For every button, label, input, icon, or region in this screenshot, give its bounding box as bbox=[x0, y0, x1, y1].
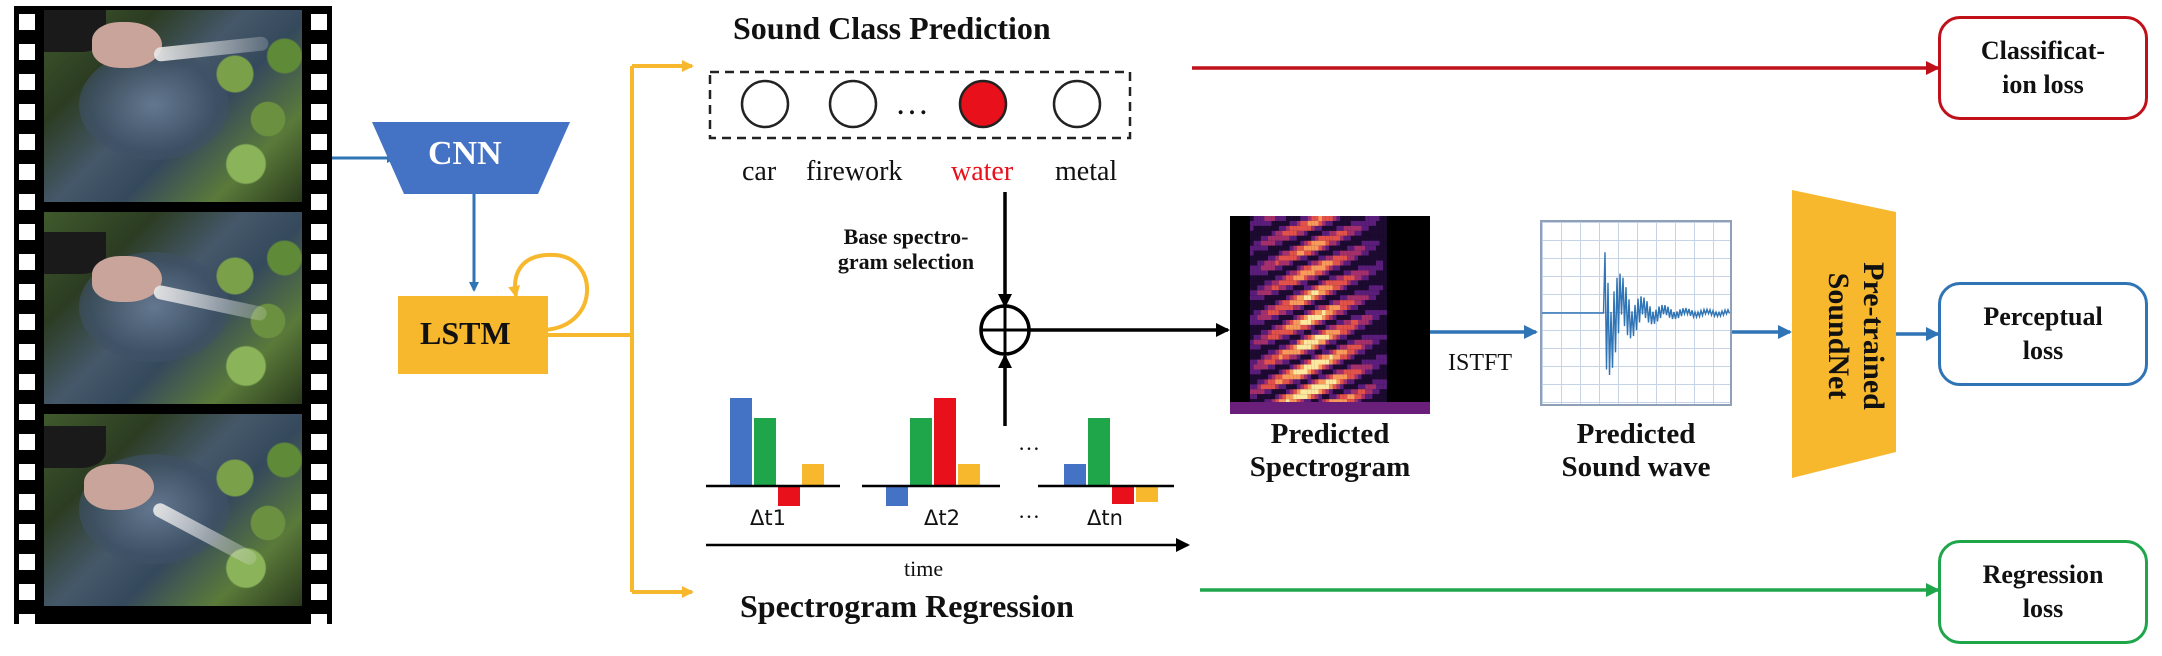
film-perforation bbox=[311, 374, 327, 390]
delta-bar-g3-4 bbox=[1136, 486, 1158, 502]
istft-label: ISTFT bbox=[1448, 350, 1513, 376]
spectrogram-regression-title: Spectrogram Regression bbox=[740, 588, 1074, 624]
film-perforation bbox=[311, 284, 327, 300]
lstm-recurrent-loop bbox=[508, 252, 589, 332]
perceptual-loss-box: Perceptual loss bbox=[1938, 282, 2148, 386]
delta-bar-g1-3 bbox=[778, 486, 800, 506]
film-perforation bbox=[311, 14, 327, 30]
film-perforation bbox=[19, 14, 35, 30]
film-perforation bbox=[19, 224, 35, 240]
bars-ellipsis-bottom: … bbox=[1018, 498, 1040, 523]
cnn-block bbox=[372, 122, 570, 194]
delta-bar-g3-2 bbox=[1088, 418, 1110, 486]
film-perforation bbox=[19, 464, 35, 480]
soundnet-label: Pre-trained SoundNet bbox=[1822, 262, 1891, 410]
film-perforation bbox=[311, 254, 327, 270]
film-perforation bbox=[19, 164, 35, 180]
predicted-spectrogram-label: Predicted Spectrogram bbox=[1249, 418, 1411, 484]
class-dot-car bbox=[740, 79, 790, 129]
video-frame-2 bbox=[44, 212, 302, 404]
regression-loss-box: Regression loss bbox=[1938, 540, 2148, 644]
predicted-sound-wave-label: Predicted Sound wave bbox=[1561, 418, 1711, 484]
film-perforation bbox=[311, 314, 327, 330]
delta-bar-g1-4 bbox=[802, 464, 824, 486]
film-perforation bbox=[19, 614, 35, 630]
film-perforation bbox=[311, 524, 327, 540]
film-perforation bbox=[311, 74, 327, 90]
video-frame-3 bbox=[44, 414, 302, 606]
film-perforation bbox=[19, 434, 35, 450]
delta-bar-g1-2 bbox=[754, 418, 776, 486]
delta-bar-g2-2 bbox=[910, 418, 932, 486]
film-perforation bbox=[19, 374, 35, 390]
delta-label-t1: Δt1 bbox=[750, 506, 786, 530]
delta-bar-g2-1 bbox=[886, 486, 908, 506]
class-label-car: car bbox=[742, 156, 777, 187]
film-perforation bbox=[311, 434, 327, 450]
film-perforation bbox=[19, 194, 35, 210]
delta-bar-g2-3 bbox=[934, 398, 956, 486]
soundnet-block bbox=[1792, 190, 1896, 478]
class-dot-metal bbox=[1052, 79, 1102, 129]
delta-label-tn: Δtn bbox=[1087, 506, 1123, 530]
class-dots-ellipsis: … bbox=[895, 85, 929, 122]
bars-ellipsis-top: … bbox=[1018, 430, 1040, 455]
class-label-metal: metal bbox=[1055, 156, 1118, 187]
class-dot-firework bbox=[828, 79, 878, 129]
cnn-label: CNN bbox=[428, 135, 502, 172]
film-perforation bbox=[19, 134, 35, 150]
film-perforation bbox=[19, 524, 35, 540]
film-perforation bbox=[311, 404, 327, 420]
film-perforation bbox=[311, 554, 327, 570]
delta-bar-g3-3 bbox=[1112, 486, 1134, 504]
class-prediction-box bbox=[708, 70, 1132, 140]
predicted-sound-wave-image bbox=[1540, 220, 1732, 406]
lstm-label: LSTM bbox=[420, 315, 511, 351]
film-perforation bbox=[311, 134, 327, 150]
film-perforation bbox=[311, 224, 327, 240]
film-perforation bbox=[19, 104, 35, 120]
delta-bar-g1-1 bbox=[730, 398, 752, 486]
film-perforation bbox=[311, 164, 327, 180]
lstm-block bbox=[398, 296, 548, 374]
film-perforation bbox=[19, 74, 35, 90]
film-perforation bbox=[311, 464, 327, 480]
film-perforation bbox=[19, 344, 35, 360]
delta-bar-groups bbox=[730, 398, 1158, 506]
film-perforation bbox=[19, 254, 35, 270]
film-perforation bbox=[311, 494, 327, 510]
film-perforation bbox=[311, 344, 327, 360]
film-perforation bbox=[19, 404, 35, 420]
delta-bar-g3-1 bbox=[1064, 464, 1086, 486]
film-perforation bbox=[19, 44, 35, 60]
class-label-firework: firework bbox=[806, 156, 903, 187]
film-perforation bbox=[311, 44, 327, 60]
film-perforation bbox=[311, 614, 327, 630]
film-perforation bbox=[19, 284, 35, 300]
delta-bar-g2-4 bbox=[958, 464, 980, 486]
film-perforation bbox=[19, 584, 35, 600]
class-label-water: water bbox=[951, 156, 1014, 187]
film-perforation bbox=[311, 104, 327, 120]
video-frame-1 bbox=[44, 10, 302, 202]
delta-label-t2: Δt2 bbox=[924, 506, 960, 530]
class-dot-water bbox=[958, 79, 1008, 129]
film-perforation bbox=[19, 314, 35, 330]
sound-class-title: Sound Class Prediction bbox=[733, 10, 1051, 46]
film-perforation bbox=[311, 194, 327, 210]
base-selection-label: Base spectro- gram selection bbox=[837, 224, 975, 275]
film-perforation bbox=[19, 494, 35, 510]
time-label: time bbox=[904, 556, 944, 581]
video-film-strip bbox=[14, 6, 332, 630]
predicted-spectrogram-image bbox=[1230, 216, 1430, 414]
film-perforation bbox=[311, 584, 327, 600]
film-perforation bbox=[19, 554, 35, 570]
classification-loss-box: Classificat-ion loss bbox=[1938, 16, 2148, 120]
